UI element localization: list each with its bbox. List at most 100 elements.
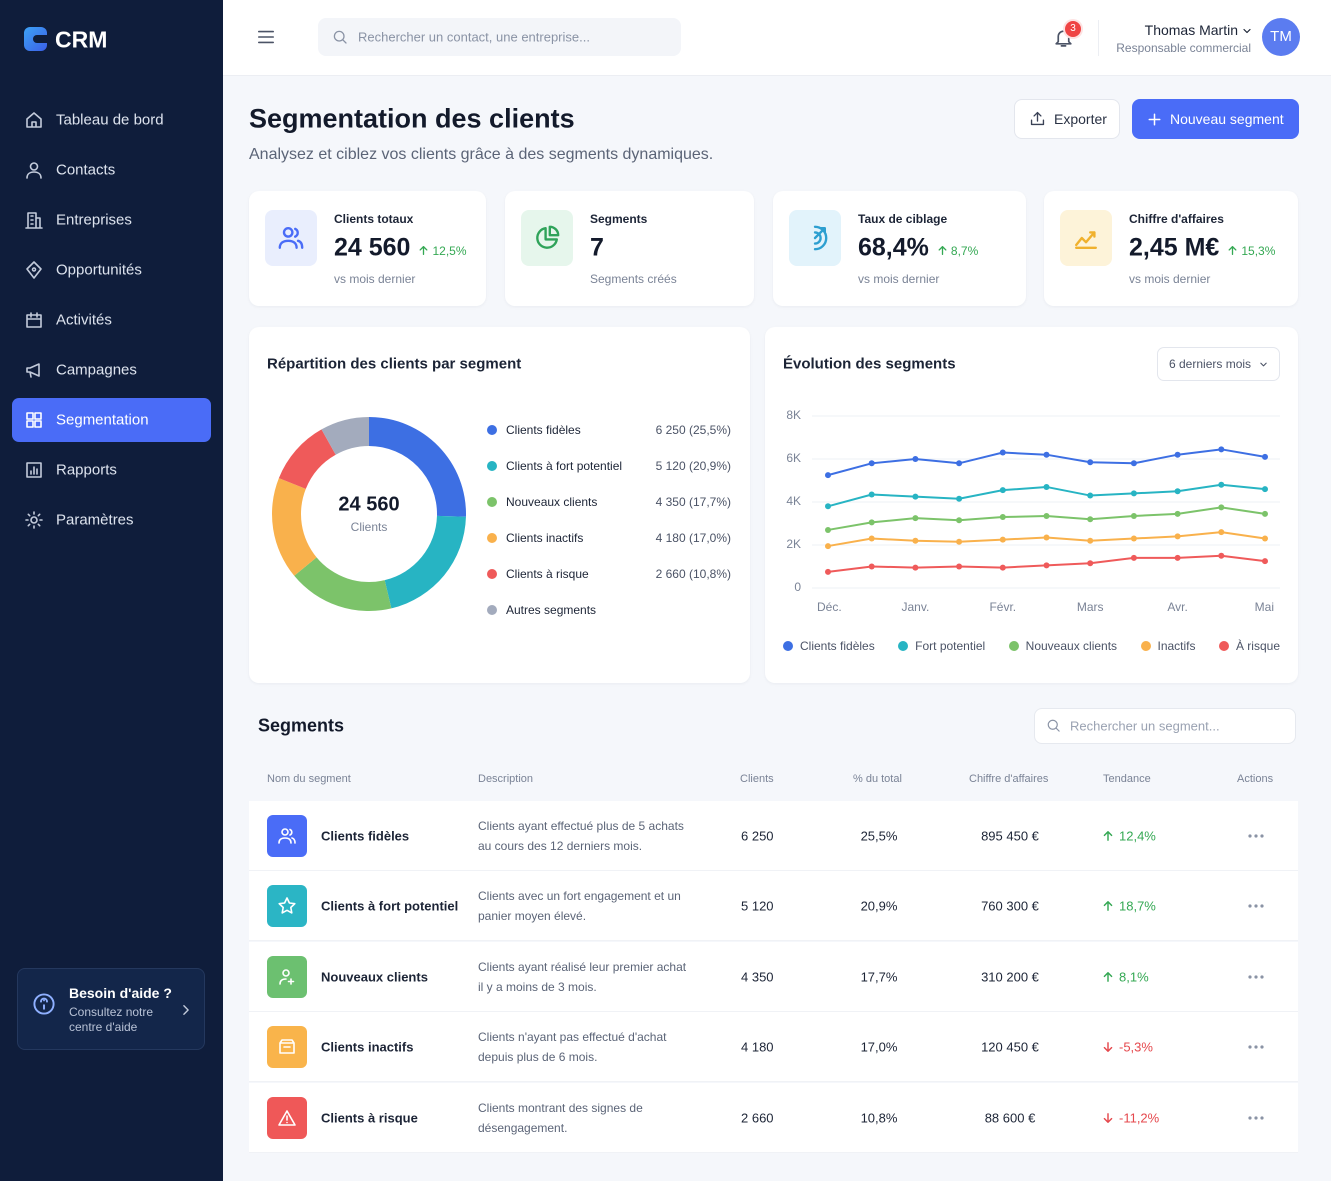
kpi-value: 24 560 (334, 233, 411, 262)
notification-badge: 3 (1065, 21, 1081, 37)
nav-icon (25, 511, 43, 529)
page-subtitle: Analysez et ciblez vos clients grâce à d… (249, 146, 714, 163)
nav-label: Campagnes (56, 361, 137, 379)
segment-share: 10,8% (860, 1110, 898, 1126)
legend-label: Inactifs (1157, 639, 1196, 653)
kpi-change-arrow-path (938, 245, 947, 256)
trend-arrow-path (1103, 1042, 1113, 1053)
kpi-note: vs mois dernier (1129, 272, 1211, 286)
user-role: Responsable commercial (1116, 41, 1251, 55)
avatar[interactable]: TM (1262, 18, 1300, 56)
help-chevron (183, 1005, 189, 1015)
trend-arrow-path (1103, 831, 1113, 841)
segment-trend: 12,4% (1119, 828, 1156, 844)
kpi-change-arrow (938, 245, 947, 256)
donut-slice (384, 515, 466, 609)
help-text: Consultez notre centre d'aide (69, 1005, 154, 1034)
segment-name: Nouveaux clients (321, 969, 428, 985)
table-row (249, 941, 1298, 1012)
kpi-icon (1075, 231, 1097, 249)
help-title: Besoin d'aide ? (69, 985, 172, 1001)
segment-search-icon-path (1047, 719, 1060, 732)
legend-dot (1140, 641, 1151, 651)
action-dot (1248, 1045, 1252, 1049)
kpi-label: Chiffre d'affaires (1129, 212, 1224, 226)
donut-slice (278, 429, 336, 489)
row-icon-path (278, 897, 296, 915)
donut-slice (294, 557, 392, 611)
top-search-placeholder: Rechercher un contact, une entreprise... (358, 29, 590, 45)
kpi-change-arrow-path (420, 245, 428, 256)
kpi-icon-box (1060, 210, 1112, 266)
row-actions[interactable] (1247, 1044, 1265, 1050)
segment-search-placeholder: Rechercher un segment... (1070, 718, 1220, 734)
action-dot (1254, 904, 1258, 908)
nav-icon-path (26, 112, 42, 128)
row-icon (279, 1039, 295, 1054)
nav-icon-path (26, 162, 42, 179)
nav-label: Paramètres (56, 511, 134, 529)
kpi-change: 12,5% (432, 244, 467, 258)
legend-label: Clients à fort potentiel (506, 459, 623, 473)
row-actions[interactable] (1247, 1115, 1265, 1121)
logo-icon (24, 27, 47, 51)
row-icon-path (278, 828, 296, 844)
period-dropdown[interactable] (1157, 347, 1280, 381)
nav-label: Opportunités (56, 261, 142, 279)
top-search[interactable] (318, 18, 681, 56)
row-actions[interactable] (1247, 974, 1265, 980)
top-divider (1098, 20, 1099, 56)
period-chevron-path (1260, 362, 1267, 367)
page-title: Segmentation des clients (249, 103, 575, 134)
legend-value: 2 660 (10,8%) (655, 567, 731, 581)
segment-trend: 18,7% (1119, 898, 1156, 914)
nav-item[interactable] (12, 398, 211, 442)
segment-revenue: 88 600 € (984, 1110, 1036, 1126)
period-chevron (1260, 362, 1267, 367)
row-icon-box (267, 815, 307, 857)
kpi-label: Clients totaux (334, 212, 414, 226)
nav-icon (26, 462, 42, 478)
segment-share: 25,5% (860, 828, 898, 844)
nav-label: Rapports (56, 461, 117, 479)
help-box[interactable] (17, 968, 205, 1050)
table-row (249, 1082, 1298, 1153)
row-actions[interactable] (1247, 903, 1265, 909)
legend-label: Clients fidèles (506, 423, 581, 437)
segment-search-icon (1047, 719, 1060, 732)
period-label: 6 derniers mois (1169, 357, 1252, 371)
trend-arrow-path (1103, 971, 1113, 982)
row-actions[interactable] (1247, 833, 1265, 839)
kpi-icon-path (1075, 231, 1097, 249)
new-segment-label: Nouveau segment (1170, 111, 1284, 127)
segment-search[interactable] (1034, 708, 1296, 744)
kpi-icon (278, 227, 304, 249)
trend-arrow-path (1103, 1112, 1113, 1123)
legend-dot (487, 425, 497, 435)
user-name: Thomas Martin (1144, 22, 1238, 38)
export-button[interactable] (1014, 99, 1120, 139)
legend-item: Nouveaux clients (1008, 639, 1117, 653)
table-row (249, 801, 1298, 871)
segment-revenue: 895 450 € (981, 828, 1039, 844)
legend-label: Clients inactifs (506, 531, 584, 545)
segment-clients: 4 350 (741, 969, 774, 985)
segment-name: Clients à fort potentiel (321, 898, 459, 914)
legend-dot (487, 569, 497, 579)
legend-label: Clients à risque (506, 567, 589, 581)
table-title: Segments (258, 715, 345, 736)
column-header: Chiffre d'affaires (969, 773, 1049, 785)
column-header: Nom du segment (267, 773, 351, 785)
nav-icon-path (26, 412, 42, 428)
trend-arrow (1103, 831, 1113, 841)
action-dot (1260, 1045, 1264, 1049)
segment-name: Clients fidèles (321, 828, 410, 844)
kpi-value: 68,4% (858, 233, 929, 262)
nav-label: Segmentation (56, 411, 149, 429)
kpi-icon (536, 225, 560, 249)
legend-dot (487, 605, 497, 615)
legend-value: 4 350 (17,7%) (655, 495, 731, 509)
logo-text: CRM (55, 26, 108, 53)
kpi-icon-path (536, 225, 560, 249)
